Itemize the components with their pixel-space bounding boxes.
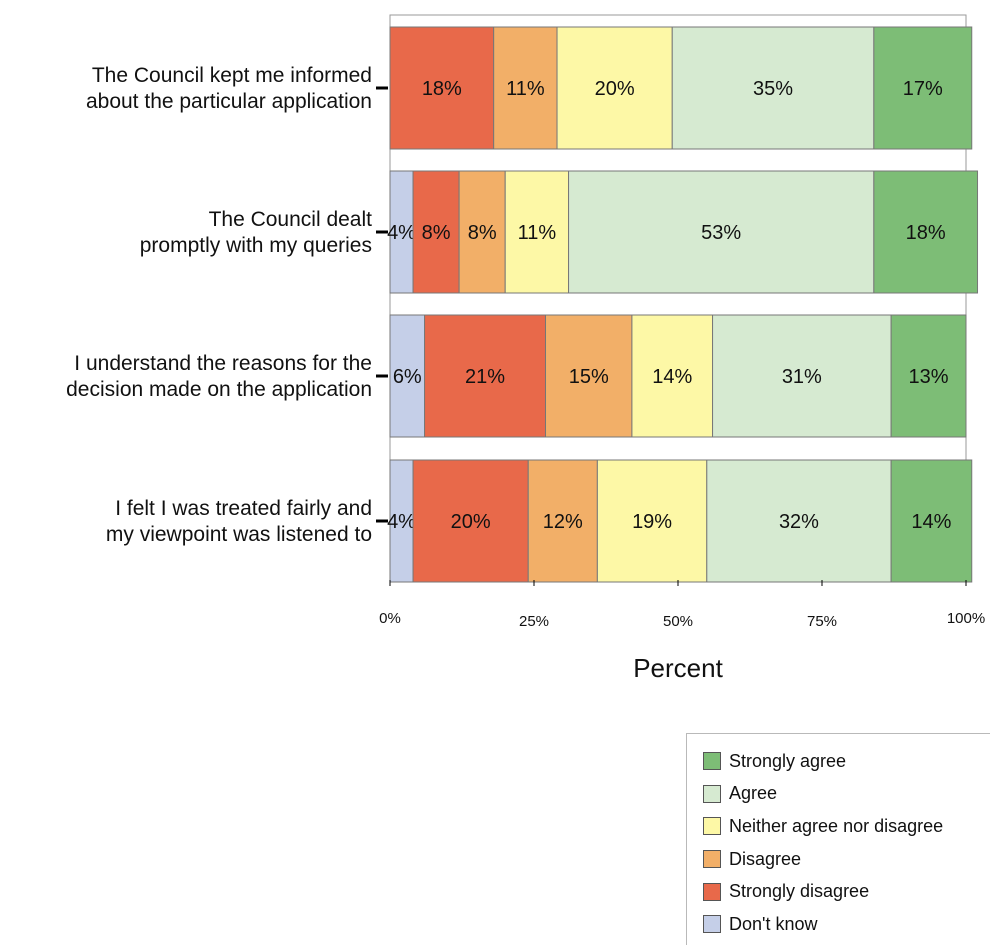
x-tick-label: 100%: [947, 610, 985, 627]
legend-item-neither-agree-nor-disagree: Neither agree nor disagree: [687, 810, 990, 843]
data-label: 11%: [518, 222, 557, 244]
legend-label: Strongly agree: [729, 750, 847, 771]
chart-legend: Strongly agree Agree Neither agree nor dis…: [686, 733, 990, 945]
legend-swatch: [703, 817, 721, 836]
data-label: 17%: [903, 78, 943, 100]
bar-segment-agree: [712, 314, 892, 438]
legend-label: Agree: [729, 783, 778, 804]
bar-segment-strongly-agree: [890, 314, 967, 438]
data-label: 8%: [422, 222, 451, 244]
category-label: The Council dealt: [209, 208, 373, 231]
x-tick-label: 50%: [663, 613, 693, 630]
x-tick-label: 75%: [807, 613, 837, 630]
category-label: about the particular application: [86, 90, 372, 113]
data-label: 53%: [701, 222, 741, 244]
legend-label: Strongly disagree: [729, 881, 870, 902]
bar-segment-neither-agree-nor-disagree: [504, 170, 570, 294]
x-tick-label: 25%: [519, 613, 549, 630]
legend-label: Don't know: [729, 913, 818, 934]
data-label: 11%: [506, 78, 545, 100]
category-label: promptly with my queries: [140, 234, 372, 257]
bar-segment-strongly-disagree: [412, 459, 529, 583]
category-label: I understand the reasons for the: [74, 352, 372, 375]
legend-item-strongly-disagree: Strongly disagree: [687, 875, 990, 908]
data-label: 32%: [779, 511, 819, 533]
legend-item-don-t-know: Don't know: [687, 908, 990, 941]
data-label: 20%: [451, 511, 491, 533]
bar-segment-neither-agree-nor-disagree: [631, 314, 714, 438]
category-label: my viewpoint was listened to: [106, 523, 372, 546]
category-label: decision made on the application: [66, 378, 372, 401]
data-label: 4%: [387, 511, 416, 533]
data-label: 31%: [782, 366, 822, 388]
data-label: 19%: [632, 511, 672, 533]
bar-segment-strongly-disagree: [424, 314, 547, 438]
bar-segment-neither-agree-nor-disagree: [556, 26, 673, 150]
data-label: 35%: [753, 78, 793, 100]
data-label: 4%: [387, 222, 416, 244]
bar-segment-strongly-agree: [873, 26, 973, 150]
bar-segment-strongly-agree: [873, 170, 979, 294]
data-label: 14%: [652, 366, 692, 388]
stacked-bar-chart: 18% 11% 20% 35% 17% The Council kept me infor…: [66, 14, 985, 683]
data-label: 6%: [393, 366, 422, 388]
legend-label: Neither agree nor disagree: [729, 815, 944, 836]
data-label: 21%: [465, 366, 505, 388]
bar-segment-disagree: [527, 459, 598, 583]
category-label: I felt I was treated fairly and: [115, 497, 372, 520]
bar-segment-agree: [671, 26, 875, 150]
data-label: 18%: [422, 78, 462, 100]
bar-segment-agree: [706, 459, 892, 583]
data-label: 15%: [569, 366, 609, 388]
legend-item-strongly-agree: Strongly agree: [687, 745, 990, 778]
legend-item-agree: Agree: [687, 778, 990, 811]
legend-swatch: [703, 915, 721, 934]
data-label: 8%: [468, 222, 497, 244]
bar-segment-agree: [568, 170, 875, 294]
category-label: The Council kept me informed: [92, 64, 372, 87]
data-label: 20%: [595, 78, 635, 100]
data-label: 13%: [909, 366, 949, 388]
data-label: 18%: [906, 222, 946, 244]
legend-item-disagree: Disagree: [687, 843, 990, 876]
legend-swatch: [703, 882, 721, 901]
bar-segment-disagree: [545, 314, 633, 438]
data-label: 12%: [543, 511, 583, 533]
legend-label: Disagree: [729, 848, 802, 869]
bar-segment-strongly-agree: [890, 459, 973, 583]
legend-swatch: [703, 850, 721, 869]
legend-swatch: [703, 784, 721, 803]
bar-segment-strongly-disagree: [389, 26, 495, 150]
x-axis-title: Percent: [633, 653, 723, 683]
x-tick-label: 0%: [379, 610, 401, 627]
data-label: 14%: [911, 511, 951, 533]
bar-segment-disagree: [493, 26, 558, 150]
legend-swatch: [703, 752, 721, 771]
